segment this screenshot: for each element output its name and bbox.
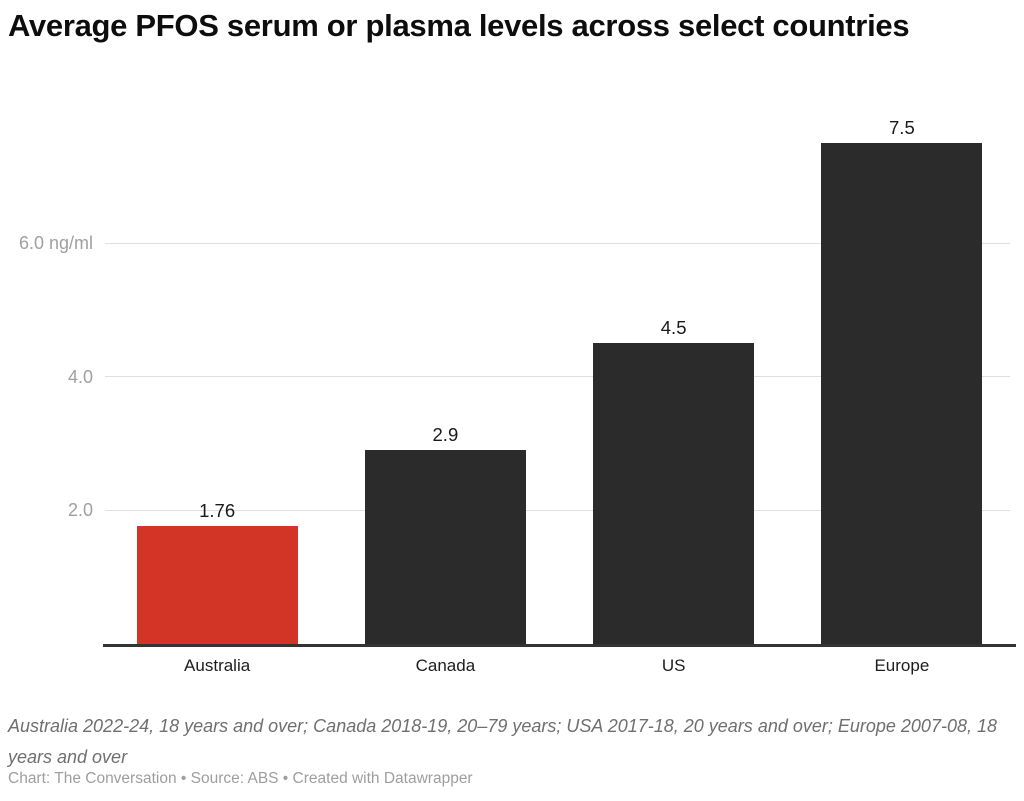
category-label-europe: Europe: [874, 656, 930, 675]
bar-us: [593, 343, 755, 644]
category-label-canada: Canada: [415, 656, 476, 675]
y-axis-tick-label: 2.0: [67, 500, 93, 521]
y-axis-tick-label: 4.0: [67, 366, 93, 387]
chart-credit-line: Chart: The Conversation • Source: ABS • …: [8, 770, 473, 787]
x-axis-line: [103, 644, 1016, 647]
category-label-us: US: [661, 656, 686, 675]
y-gridline: [105, 509, 1010, 511]
bar-value-label-us: 4.5: [660, 317, 687, 339]
bar-australia: [136, 526, 298, 644]
category-label-australia: Australia: [184, 656, 251, 675]
bar-canada: [364, 450, 526, 644]
y-axis-tick-label: 6.0 ng/ml: [18, 233, 93, 254]
bar-europe: [821, 143, 983, 644]
chart-footnote: Australia 2022-24, 18 years and over; Ca…: [8, 716, 997, 767]
y-gridline: [105, 242, 1010, 244]
bar-value-label-europe: 7.5: [889, 117, 915, 138]
bar-value-label-australia: 1.76: [199, 500, 236, 522]
chart-title: Average PFOS serum or plasma levels acro…: [8, 8, 910, 43]
y-gridline: [105, 376, 1010, 378]
bar-value-label-canada: 2.9: [432, 424, 459, 446]
